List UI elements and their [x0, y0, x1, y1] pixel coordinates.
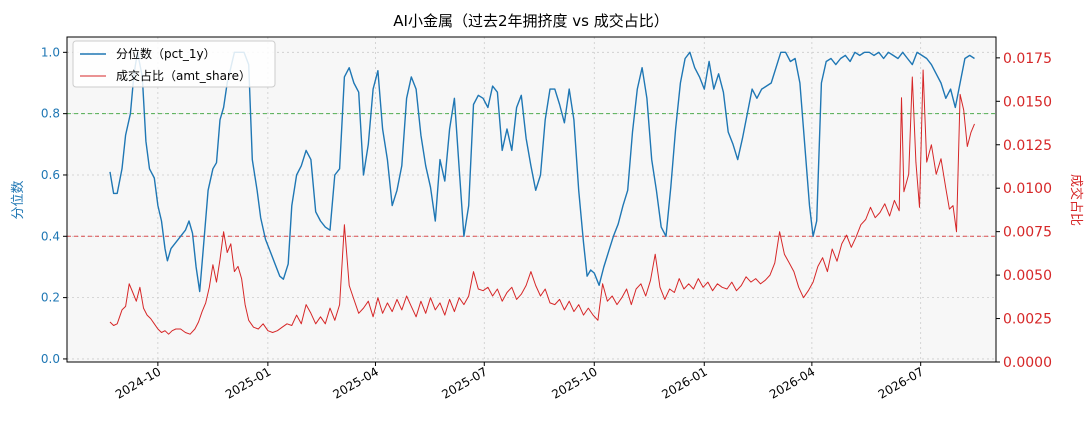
legend-pct-label: 分位数（pct_1y） [116, 46, 216, 61]
y-left-axis-label: 分位数 [11, 180, 26, 219]
y-left-tick-label: 0.4 [41, 229, 60, 243]
y-left-tick-label: 1.0 [41, 45, 60, 59]
y-left-tick-label: 0.2 [41, 291, 60, 305]
legend-amt-label: 成交占比（amt_share） [116, 68, 251, 83]
y-left-tick-label: 0.6 [41, 168, 60, 182]
y-right-tick-label: 0.0025 [1003, 312, 1052, 328]
y-right-tick-label: 0.0125 [1003, 138, 1052, 154]
y-right-tick-label: 0.0075 [1003, 225, 1052, 241]
plot-area [67, 37, 996, 362]
y-right-tick-label: 0.0100 [1003, 181, 1052, 197]
y-left-tick-label: 0.8 [41, 107, 60, 121]
y-right-tick-label: 0.0175 [1003, 51, 1052, 67]
amt-share-series-line [109, 69, 975, 335]
y-right-tick-label: 0.0150 [1003, 94, 1052, 110]
y-left-tick-label: 0.0 [41, 352, 60, 366]
y-right-tick-label: 0.0000 [1003, 355, 1052, 371]
legend: 分位数（pct_1y） 成交占比（amt_share） [72, 40, 276, 88]
y-right-axis-label: 成交占比 [1068, 174, 1084, 226]
legend-box [72, 40, 276, 88]
chart-title: AI小金属（过去2年拥挤度 vs 成交占比） [393, 12, 668, 30]
plot-frame [66, 36, 997, 363]
y-right-tick-label: 0.0050 [1003, 268, 1052, 284]
